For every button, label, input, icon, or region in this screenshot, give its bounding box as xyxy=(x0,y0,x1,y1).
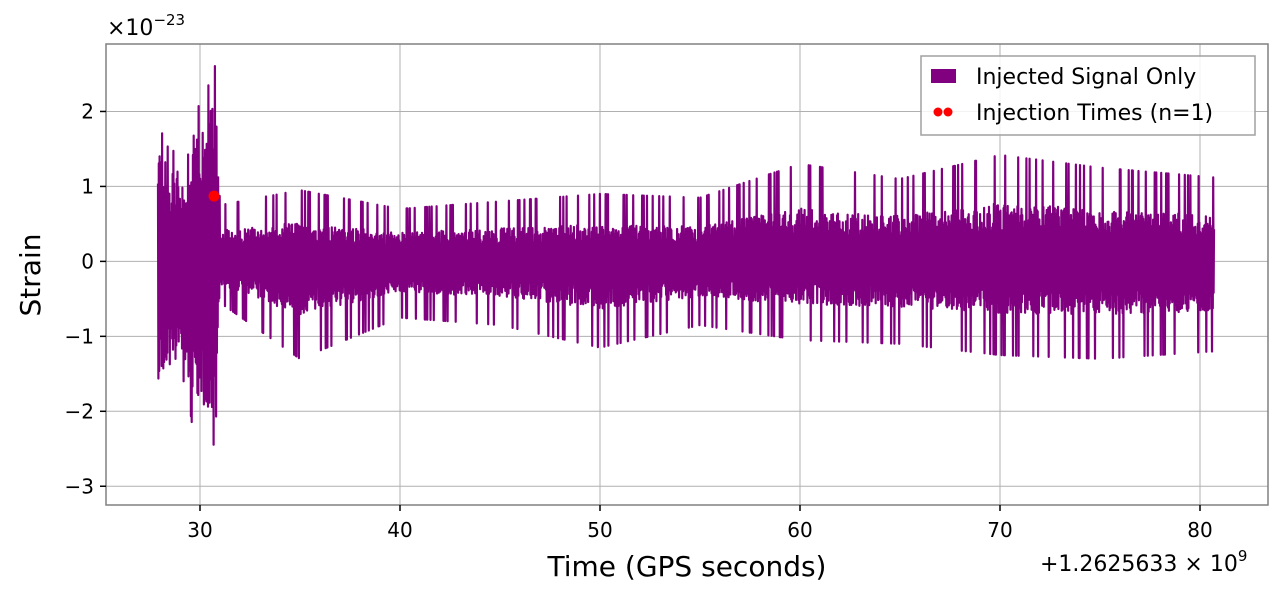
x-axis-ticks: 30 40 50 60 70 80 xyxy=(187,505,1213,542)
signal-trace xyxy=(156,65,1216,446)
x-tick-label: 60 xyxy=(787,518,812,542)
y-tick-label: −1 xyxy=(65,324,94,348)
x-tick-label: 30 xyxy=(187,518,212,542)
y-tick-label: 1 xyxy=(81,174,94,198)
x-tick-label: 50 xyxy=(587,518,612,542)
legend-box xyxy=(920,55,1256,136)
legend-signal-label: Injected Signal Only xyxy=(976,65,1196,90)
legend-injection-marker-1 xyxy=(933,107,943,117)
x-tick-label: 40 xyxy=(387,518,412,542)
legend-signal-swatch xyxy=(931,69,956,83)
plot-data xyxy=(156,65,1216,446)
y-axis-ticks: −3 −2 −1 0 1 2 xyxy=(65,99,106,498)
injection-point xyxy=(208,190,220,202)
x-axis-label: Time (GPS seconds) xyxy=(547,550,827,583)
y-scale-label: ×10−23 xyxy=(107,11,185,41)
legend-injection-label: Injection Times (n=1) xyxy=(976,101,1213,126)
y-axis-label: Strain xyxy=(14,234,47,317)
legend-injection-marker-2 xyxy=(943,107,953,117)
y-tick-label: −2 xyxy=(65,399,94,423)
y-tick-label: −3 xyxy=(65,474,94,498)
x-tick-label: 80 xyxy=(1187,518,1212,542)
plot-frame xyxy=(105,43,1269,506)
y-scale-exponent: −23 xyxy=(153,11,185,29)
x-offset-exponent: 9 xyxy=(1238,547,1248,565)
legend: Injected Signal Only Injection Times (n=… xyxy=(920,55,1256,136)
y-scale-base: ×10 xyxy=(107,16,153,41)
x-tick-label: 70 xyxy=(987,518,1012,542)
y-tick-label: 0 xyxy=(81,249,94,273)
x-offset-base: +1.2625633 × 10 xyxy=(1040,552,1238,577)
y-tick-label: 2 xyxy=(81,99,94,123)
x-offset-label: +1.2625633 × 109 xyxy=(1040,547,1247,577)
